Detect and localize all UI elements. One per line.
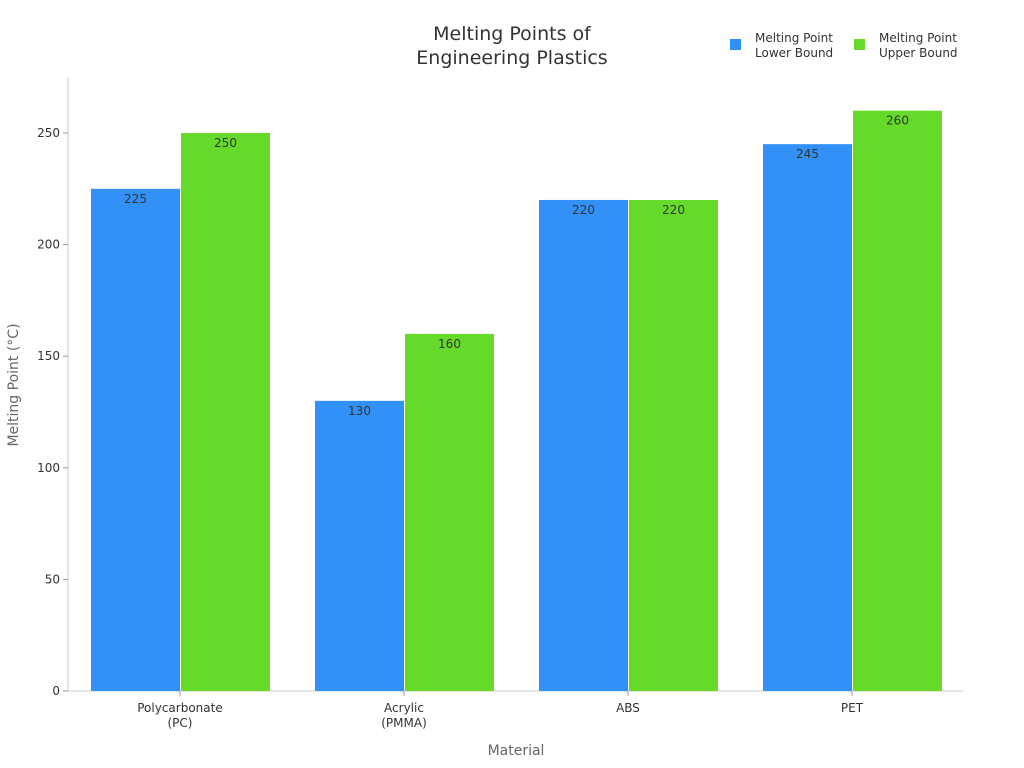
bar: [629, 199, 718, 691]
legend-label: Melting Point Upper Bound: [879, 31, 958, 60]
y-axis-label: Melting Point (°C): [6, 323, 22, 446]
y-tick-label: 150: [37, 349, 60, 363]
data-label: 225: [124, 192, 147, 206]
legend-label: Melting Point Lower Bound: [755, 31, 833, 60]
data-label: 130: [348, 404, 371, 418]
x-tick-label: ABS: [616, 701, 640, 715]
data-label: 260: [886, 114, 909, 128]
x-axis-label: Material: [488, 743, 545, 759]
x-tick-label: Acrylic (PMMA): [381, 701, 427, 730]
bar: [315, 400, 404, 691]
bar: [91, 188, 180, 692]
data-label: 245: [796, 147, 819, 161]
data-label: 250: [214, 136, 237, 150]
bar: [853, 110, 942, 692]
y-tick-label: 200: [37, 238, 60, 252]
legend-swatch: [854, 39, 865, 50]
bar: [405, 333, 494, 691]
x-tick-label: PET: [841, 701, 864, 715]
chart-title: Melting Points of Engineering Plastics: [416, 23, 607, 69]
data-label: 160: [438, 337, 461, 351]
y-tick-label: 250: [37, 126, 60, 140]
x-tick-label: Polycarbonate (PC): [137, 701, 222, 730]
legend-swatch: [730, 39, 741, 50]
y-tick-label: 0: [52, 684, 60, 698]
data-label: 220: [572, 203, 595, 217]
bar: [181, 133, 270, 691]
y-tick-label: 100: [37, 461, 60, 475]
y-tick-label: 50: [45, 572, 60, 586]
data-label: 220: [662, 203, 685, 217]
bar: [539, 199, 628, 691]
bar: [763, 144, 852, 691]
